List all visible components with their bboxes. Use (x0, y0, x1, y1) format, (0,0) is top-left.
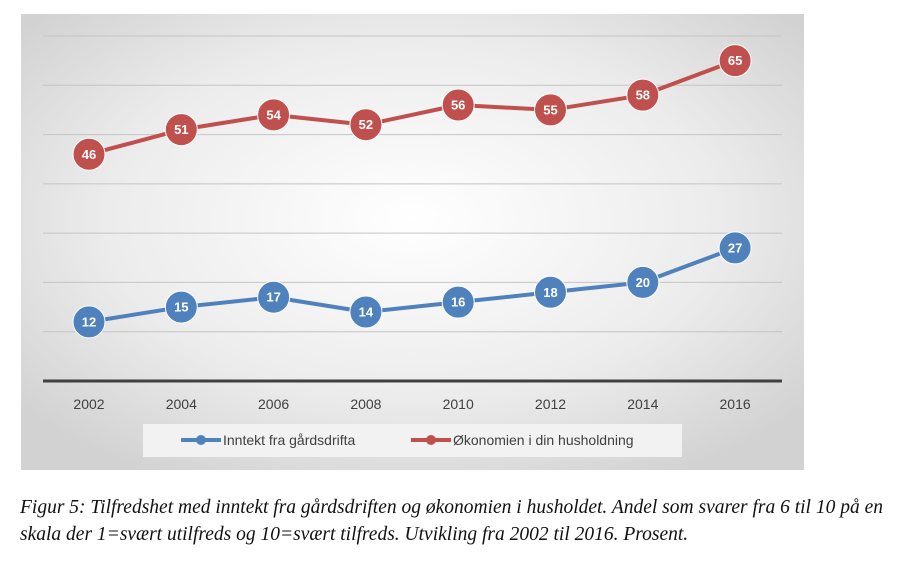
data-point (534, 275, 567, 309)
x-tick-label: 2008 (350, 396, 381, 412)
data-point (718, 231, 752, 265)
x-tick-label: 2004 (166, 396, 197, 412)
legend-entry: Økonomien i din husholdning (453, 432, 634, 448)
figure-caption: Figur 5: Tilfredshet med inntekt fra går… (20, 497, 883, 545)
data-label: 27 (728, 240, 742, 255)
data-label: 65 (728, 53, 742, 68)
data-point (534, 93, 567, 127)
x-tick-label: 2012 (535, 396, 566, 412)
data-label: 14 (359, 305, 374, 320)
data-label: 55 (543, 102, 557, 117)
data-point (349, 295, 383, 329)
data-point (164, 290, 198, 324)
data-label: 17 (266, 290, 280, 305)
x-tick-label: 2006 (258, 396, 289, 412)
chart-background (21, 14, 804, 470)
series-2: 46 51 54 52 56 55 58 65 (72, 44, 752, 171)
data-label: 18 (543, 285, 557, 300)
data-label: 46 (82, 147, 96, 162)
data-point (164, 113, 198, 147)
x-tick-label: 2002 (73, 396, 104, 412)
data-point (72, 305, 106, 339)
data-label: 12 (82, 314, 96, 329)
chart-panel: 2002 2004 2006 2008 2010 2012 2014 2016 12 15 17 1… (21, 14, 804, 470)
data-point (626, 78, 660, 112)
data-point (257, 98, 291, 132)
data-point (718, 44, 752, 78)
data-point (257, 280, 291, 314)
legend-marker (426, 435, 436, 445)
data-point (441, 285, 475, 319)
line-chart: 2002 2004 2006 2008 2010 2012 2014 2016 1215171… (21, 14, 804, 470)
data-label: 58 (636, 88, 650, 103)
data-label: 16 (451, 295, 465, 310)
data-point (626, 265, 660, 299)
series-1: 12 15 17 14 16 18 20 27 (72, 231, 752, 339)
data-label: 20 (636, 275, 650, 290)
x-axis: 2002 2004 2006 2008 2010 2012 2014 2016 (43, 379, 782, 412)
data-label: 51 (174, 122, 188, 137)
x-tick-label: 2010 (443, 396, 474, 412)
legend-entry: Inntekt fra gårdsdrifta (223, 432, 356, 448)
data-point (441, 88, 475, 122)
data-point (72, 137, 106, 171)
data-label: 54 (266, 107, 281, 122)
data-point (349, 108, 383, 142)
legend: Inntekt fra gårdsdrifta Økonomien i din h… (143, 424, 682, 457)
series-group: 12 15 17 14 16 18 20 27 46 51 54 52 56 55 58 65 (72, 44, 752, 339)
data-label: 52 (359, 117, 373, 132)
data-label: 15 (174, 300, 188, 315)
x-tick-label: 2014 (627, 396, 658, 412)
data-label: 56 (451, 98, 465, 113)
x-tick-label: 2016 (720, 396, 751, 412)
legend-marker (196, 435, 206, 445)
